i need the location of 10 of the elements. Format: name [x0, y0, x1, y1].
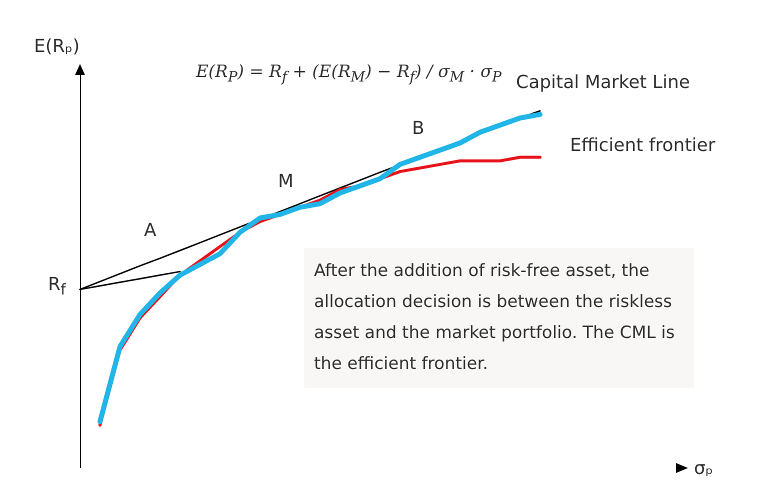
text: E(R$_{P}$) = R$_{f}$ + (E(R$_{M}$) − R$_{f}$) / σ$_{M}$ · σ$_{P}$ — [196, 62, 502, 86]
text: R$_{f}$ — [48, 274, 66, 299]
annotation: B — [412, 118, 424, 139]
annotation: M — [278, 171, 294, 192]
series-label: Efficient frontier — [570, 135, 716, 156]
annotation: After the addition of risk-free asset, the allocation decision is between the riskless asset and the market portfolio. The CML is the efficient frontier. — [304, 248, 694, 388]
x-axis-title: σₚ — [694, 458, 714, 479]
y-axis-title: E(Rₚ) — [34, 36, 80, 57]
series-label: Capital Market Line — [516, 72, 690, 93]
annotation: A — [144, 220, 156, 241]
